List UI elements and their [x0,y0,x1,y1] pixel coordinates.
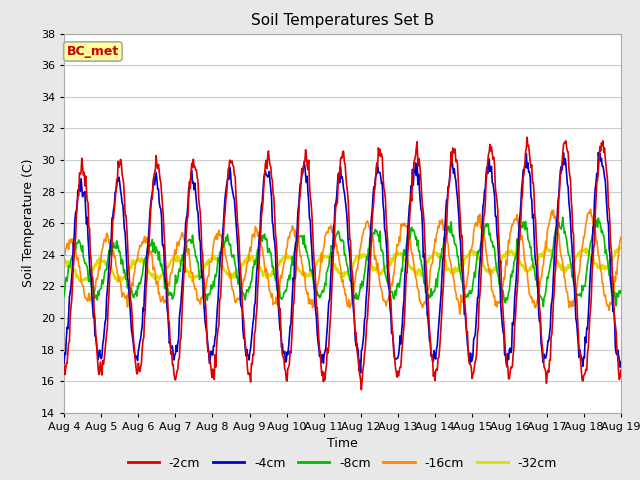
-4cm [595,150,602,156]
-2cm [428,352,435,358]
-16cm [184,251,192,257]
-8cm [617,288,625,294]
-4cm [411,169,419,175]
-2cm [524,134,531,140]
-8cm [60,293,68,299]
-4cm [60,360,68,366]
Y-axis label: Soil Temperature (C): Soil Temperature (C) [22,159,35,288]
-4cm [428,353,435,359]
-16cm [70,251,78,256]
Title: Soil Temperatures Set B: Soil Temperatures Set B [251,13,434,28]
-2cm [214,333,221,339]
Text: BC_met: BC_met [67,45,119,58]
-8cm [559,215,566,220]
-32cm [617,245,625,251]
-16cm [617,234,625,240]
-4cm [356,370,364,376]
-16cm [426,267,434,273]
-8cm [540,304,547,310]
Legend: -2cm, -4cm, -8cm, -16cm, -32cm: -2cm, -4cm, -8cm, -16cm, -32cm [123,452,562,475]
-16cm [587,206,595,212]
-32cm [60,255,68,261]
-32cm [428,255,435,261]
-32cm [214,260,222,265]
Line: -8cm: -8cm [64,217,621,307]
-32cm [185,269,193,275]
-16cm [214,237,221,242]
-8cm [214,264,221,269]
-2cm [70,255,78,261]
Line: -32cm: -32cm [64,247,621,282]
Line: -16cm: -16cm [64,209,621,314]
-16cm [410,263,418,269]
-2cm [127,302,135,308]
-4cm [214,306,221,312]
-8cm [410,228,418,234]
-8cm [70,250,78,256]
-32cm [70,267,78,273]
Line: -4cm: -4cm [64,153,621,373]
-4cm [184,202,192,207]
-8cm [127,286,135,291]
-4cm [70,237,78,242]
-4cm [127,326,135,332]
-8cm [184,238,192,244]
-32cm [542,244,550,250]
X-axis label: Time: Time [327,437,358,450]
-16cm [127,284,135,290]
Line: -2cm: -2cm [64,137,621,390]
-2cm [358,387,365,393]
-32cm [411,270,419,276]
-8cm [426,294,434,300]
-2cm [60,362,68,368]
-2cm [184,214,192,219]
-4cm [617,359,625,365]
-2cm [411,156,419,162]
-16cm [456,311,463,317]
-2cm [617,367,625,373]
-32cm [113,279,121,285]
-16cm [60,251,68,257]
-32cm [128,260,136,265]
